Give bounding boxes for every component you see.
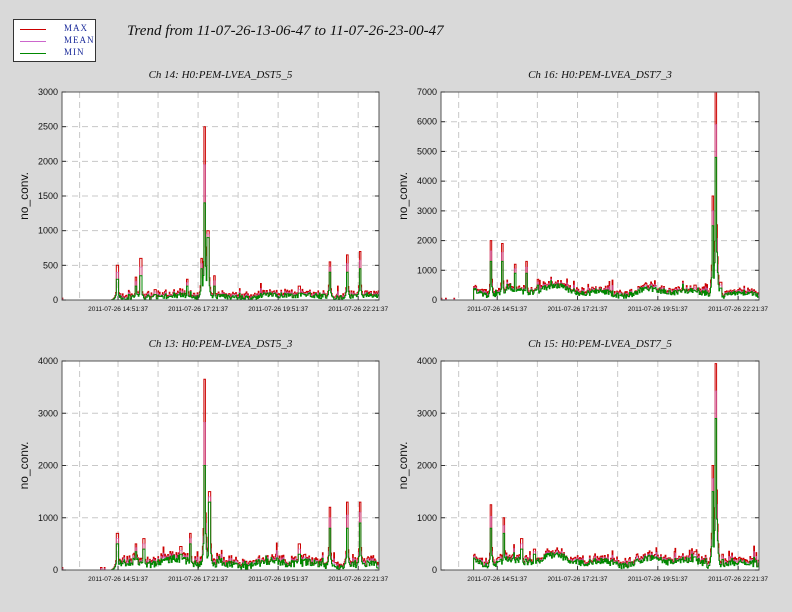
legend-line-mean bbox=[20, 41, 46, 42]
series-line-min bbox=[441, 418, 760, 571]
x-tick-label: 2011-07-26 22:21:37 bbox=[328, 576, 388, 583]
y-tick-label: 4000 bbox=[417, 176, 437, 186]
y-axis-label: no_conv. bbox=[17, 442, 31, 490]
y-tick-label: 2000 bbox=[38, 156, 58, 166]
chart-title: Ch 14: H0:PEM-LVEA_DST5_5 bbox=[149, 69, 293, 81]
chart-title: Ch 16: H0:PEM-LVEA_DST7_3 bbox=[528, 69, 672, 81]
x-tick-label: 2011-07-26 17:21:37 bbox=[548, 306, 608, 313]
legend-line-max bbox=[20, 29, 46, 30]
y-tick-label: 0 bbox=[432, 295, 437, 305]
series-line-min bbox=[441, 156, 760, 301]
y-tick-label: 3000 bbox=[38, 87, 58, 97]
y-tick-label: 3000 bbox=[38, 408, 58, 418]
legend: MAX MEAN MIN bbox=[13, 19, 96, 62]
chart-title: Ch 15: H0:PEM-LVEA_DST7_5 bbox=[528, 338, 672, 350]
y-tick-label: 3000 bbox=[417, 408, 437, 418]
x-tick-label: 2011-07-26 22:21:37 bbox=[708, 576, 768, 583]
x-tick-label: 2011-07-26 19:51:37 bbox=[248, 306, 308, 313]
x-tick-label: 2011-07-26 17:21:37 bbox=[548, 576, 608, 583]
legend-label-mean: MEAN bbox=[64, 35, 95, 45]
y-tick-label: 1000 bbox=[417, 513, 437, 523]
plot-area bbox=[441, 92, 759, 300]
plot-area bbox=[62, 92, 379, 300]
y-tick-label: 0 bbox=[432, 565, 437, 575]
chart-panel-1: 0 500 1000 1500 2000 2500 3000 2011-07-26 14:51… bbox=[17, 69, 389, 313]
plot-area bbox=[62, 361, 379, 570]
y-tick-label: 7000 bbox=[417, 87, 437, 97]
x-tick-label: 2011-07-26 19:51:37 bbox=[628, 576, 688, 583]
chart-panel-4: 0 1000 2000 3000 4000 2011-07-26 14:51:37 2011… bbox=[396, 338, 768, 583]
legend-label-min: MIN bbox=[64, 47, 85, 57]
x-tick-label: 2011-07-26 17:21:37 bbox=[168, 306, 228, 313]
chart-panel-2: 0 1000 2000 3000 4000 5000 6000 7000 2011-07-26 … bbox=[396, 69, 768, 313]
y-tick-label: 4000 bbox=[38, 356, 58, 366]
legend-item-max: MAX bbox=[20, 23, 95, 35]
plot-frame bbox=[440, 91, 760, 301]
page-title: Trend from 11-07-26-13-06-47 to 11-07-26… bbox=[127, 23, 444, 39]
x-tick-label: 2011-07-26 14:51:37 bbox=[467, 306, 527, 313]
x-tick-label: 2011-07-26 17:21:37 bbox=[168, 576, 228, 583]
x-tick-label: 2011-07-26 14:51:37 bbox=[88, 576, 148, 583]
y-axis-label: no_conv. bbox=[396, 442, 410, 490]
legend-item-mean: MEAN bbox=[20, 35, 95, 47]
x-tick-label: 2011-07-26 14:51:37 bbox=[88, 306, 148, 313]
y-tick-label: 2000 bbox=[38, 461, 58, 471]
x-tick-label: 2011-07-26 22:21:37 bbox=[328, 306, 388, 313]
y-axis-label: no_conv. bbox=[396, 172, 410, 220]
y-tick-label: 2500 bbox=[38, 122, 58, 132]
y-tick-label: 0 bbox=[53, 295, 58, 305]
series-line-min bbox=[62, 465, 380, 571]
x-tick-label: 2011-07-26 19:51:37 bbox=[248, 576, 308, 583]
series-line-mean bbox=[62, 164, 380, 301]
y-tick-label: 500 bbox=[43, 260, 58, 270]
y-tick-label: 0 bbox=[53, 565, 58, 575]
y-axis-label: no_conv. bbox=[17, 172, 31, 220]
chart-panel-3: 0 1000 2000 3000 4000 2011-07-26 14:51:37 2011… bbox=[17, 338, 389, 583]
series-line-max bbox=[62, 126, 380, 301]
x-tick-label: 2011-07-26 22:21:37 bbox=[708, 306, 768, 313]
series-line-min bbox=[62, 202, 380, 301]
y-tick-label: 6000 bbox=[417, 117, 437, 127]
y-tick-label: 3000 bbox=[417, 206, 437, 216]
chart-title: Ch 13: H0:PEM-LVEA_DST5_3 bbox=[149, 338, 293, 350]
x-tick-label: 2011-07-26 14:51:37 bbox=[467, 576, 527, 583]
x-tick-label: 2011-07-26 19:51:37 bbox=[628, 306, 688, 313]
y-tick-label: 1000 bbox=[417, 265, 437, 275]
legend-label-max: MAX bbox=[64, 23, 89, 33]
legend-item-min: MIN bbox=[20, 47, 95, 59]
y-tick-label: 2000 bbox=[417, 461, 437, 471]
y-tick-label: 1000 bbox=[38, 513, 58, 523]
y-tick-label: 1500 bbox=[38, 191, 58, 201]
y-tick-label: 1000 bbox=[38, 226, 58, 236]
y-tick-label: 5000 bbox=[417, 146, 437, 156]
y-tick-label: 4000 bbox=[417, 356, 437, 366]
legend-line-min bbox=[20, 53, 46, 54]
y-tick-label: 2000 bbox=[417, 236, 437, 246]
